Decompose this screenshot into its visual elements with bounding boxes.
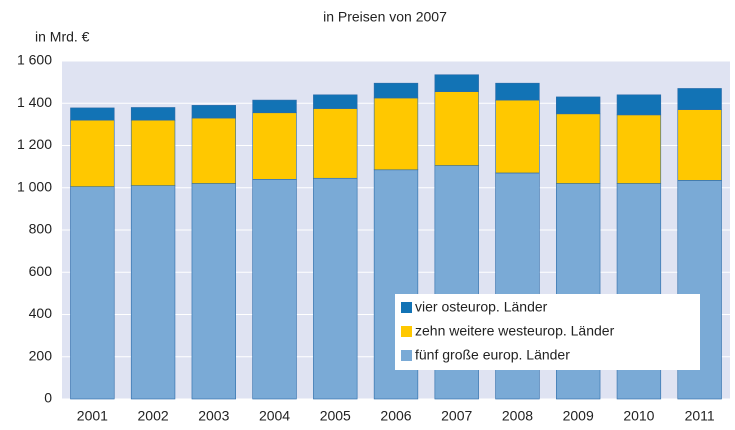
y-tick-label: 600	[29, 263, 53, 279]
bar-segment	[130, 119, 176, 186]
bar-segment	[616, 114, 662, 184]
bar-segment	[434, 91, 479, 166]
bar-segment	[677, 88, 722, 110]
x-tick-label: 2007	[441, 408, 472, 424]
bar-segment	[556, 113, 601, 184]
x-tick-label: 2001	[77, 408, 108, 424]
y-axis-label: in Mrd. €	[35, 29, 90, 45]
y-tick-label: 1 200	[17, 136, 52, 152]
chart-title: in Preisen von 2007	[323, 9, 447, 25]
x-tick-label: 2003	[198, 408, 229, 424]
legend-label: vier osteurop. Länder	[415, 299, 548, 315]
x-tick-label: 2009	[563, 408, 594, 424]
bar-segment	[252, 179, 297, 400]
x-tick-label: 2005	[320, 408, 351, 424]
x-tick-label: 2010	[623, 408, 654, 424]
bar-segment	[556, 96, 601, 115]
legend-swatch	[401, 350, 412, 361]
legend-label: zehn weitere westeurop. Länder	[415, 323, 615, 339]
bar-segment	[495, 99, 540, 174]
x-tick-label: 2004	[259, 408, 290, 424]
y-tick-label: 1 600	[17, 52, 52, 68]
legend-box	[395, 294, 700, 370]
legend-swatch	[401, 326, 412, 337]
bar-segment	[70, 107, 115, 121]
y-tick-label: 400	[29, 305, 53, 321]
bar-segment	[252, 112, 297, 180]
y-tick-label: 800	[29, 221, 53, 237]
bar-segment	[191, 183, 236, 400]
legend-swatch	[401, 302, 412, 313]
bar-segment	[252, 99, 297, 114]
x-tick-label: 2006	[380, 408, 411, 424]
bar-segment	[373, 82, 419, 99]
bar-segment	[191, 117, 236, 184]
x-tick-label: 2011	[685, 408, 715, 424]
bar-segment	[191, 105, 236, 119]
bar-segment	[313, 108, 358, 179]
legend-label: fünf große europ. Länder	[415, 347, 570, 363]
bar-segment	[313, 177, 358, 400]
bar-segment	[373, 97, 419, 171]
y-tick-label: 200	[29, 347, 53, 363]
bar-segment	[616, 94, 662, 116]
x-tick-label: 2008	[502, 408, 533, 424]
y-tick-label: 1 400	[17, 94, 52, 110]
bar-segment	[313, 94, 358, 109]
bar-segment	[434, 74, 479, 92]
bar-segment	[677, 109, 722, 181]
x-tick-label: 2002	[138, 408, 169, 424]
bar-segment	[130, 185, 176, 400]
bar-segment	[70, 119, 115, 187]
y-tick-label: 0	[44, 390, 52, 406]
y-tick-label: 1 000	[17, 178, 52, 194]
bar-segment	[495, 82, 540, 101]
bar-segment	[70, 186, 115, 400]
bar-segment	[130, 107, 176, 121]
